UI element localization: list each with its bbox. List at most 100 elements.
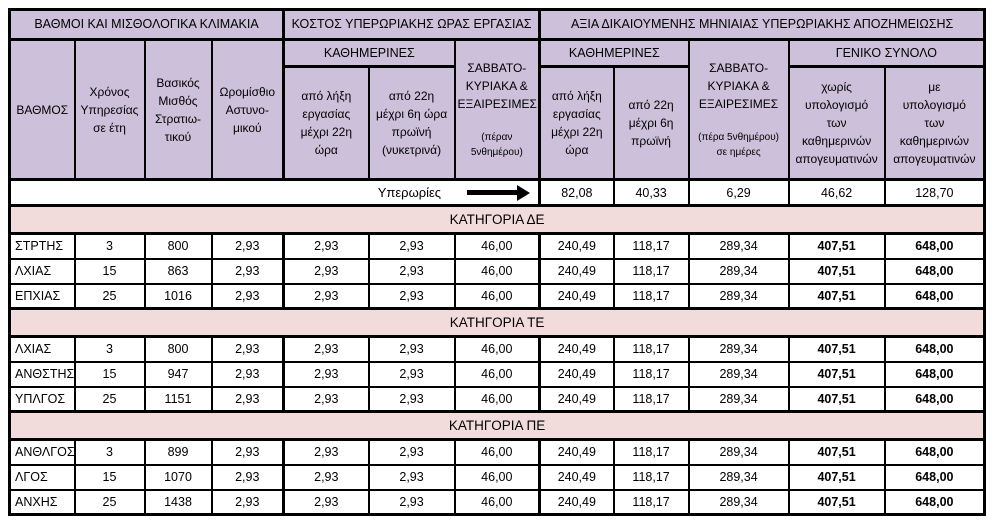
hourly-wage-cell: 2,93	[210, 488, 285, 516]
cost-night-cell: 2,93	[367, 335, 456, 363]
value-night-cell: 118,17	[612, 360, 690, 388]
total-without-cell: 407,51	[787, 438, 886, 466]
hourly-wage-cell: 2,93	[210, 282, 285, 310]
value-night-cell: 118,17	[612, 385, 690, 413]
overtime-value-total-with: 128,70	[883, 178, 987, 207]
value-evening-cell: 240,49	[538, 335, 615, 363]
cost-weekend-cell: 46,00	[453, 488, 541, 516]
table-row: ΑΝΘΛΓΟΣ 3 899 2,93 2,93 2,93 46,00 240,4…	[8, 438, 987, 466]
cost-night-cell: 2,93	[367, 438, 456, 466]
category-row-de: ΚΑΤΗΓΟΡΙΑ ΔΕ	[7, 204, 987, 235]
cost-night-cell: 2,93	[367, 232, 456, 260]
col-header-years: Χρόνος Υπηρεσίας σε έτη	[73, 38, 146, 181]
value-evening-cell: 240,49	[538, 257, 615, 285]
overtime-hours-row: Υπερωρίες 82,08 40,33 6,29 46,62 128,70	[7, 178, 987, 207]
table-row: ΣΤΡΤΗΣ 3 800 2,93 2,93 2,93 46,00 240,49…	[8, 232, 987, 260]
subheader-grand-total: ΓΕΝΙΚΟ ΣΥΝΟΛΟ	[787, 38, 987, 68]
years-cell: 15	[73, 463, 146, 491]
section-title-hour-cost: ΚΟΣΤΟΣ ΥΠΕΡΩΡΙΑΚΗΣ ΩΡΑΣ ΕΡΓΑΣΙΑΣ	[282, 8, 541, 41]
years-cell: 15	[73, 257, 146, 285]
total-with-cell: 648,00	[883, 232, 987, 260]
col-header-cost-evening: από λήξη εργασίας μέχρι 22η ώρα	[282, 65, 370, 181]
value-night-cell: 118,17	[612, 438, 690, 466]
col-header-hourly-wage: Ωρομίσθιο Αστυνο- μικού	[210, 38, 285, 181]
basic-salary-cell: 899	[143, 438, 213, 466]
total-with-cell: 648,00	[883, 335, 987, 363]
col-header-value-evening: από λήξη εργασίας μέχρι 22η ώρα	[538, 65, 615, 181]
hourly-wage-cell: 2,93	[210, 463, 285, 491]
years-cell: 25	[73, 282, 146, 310]
value-night-cell: 118,17	[612, 282, 690, 310]
cost-night-cell: 2,93	[367, 360, 456, 388]
cost-weekend-cell: 46,00	[453, 438, 541, 466]
value-night-cell: 118,17	[612, 488, 690, 516]
cost-evening-cell: 2,93	[282, 232, 370, 260]
years-cell: 25	[73, 385, 146, 413]
value-evening-cell: 240,49	[538, 360, 615, 388]
value-weekend-cell: 289,34	[687, 232, 790, 260]
total-with-cell: 648,00	[883, 360, 987, 388]
cost-weekend-cell: 46,00	[453, 282, 541, 310]
basic-salary-cell: 1151	[143, 385, 213, 413]
col-header-rank: ΒΑΘΜΟΣ	[8, 38, 76, 181]
hourly-wage-cell: 2,93	[210, 335, 285, 363]
arrow-right-icon	[467, 184, 531, 201]
rank-cell: ΣΤΡΤΗΣ	[8, 232, 76, 260]
cost-weekend-sub-label: (πέραν 5νθημέρου)	[470, 132, 523, 158]
total-without-cell: 407,51	[787, 488, 886, 516]
total-without-cell: 407,51	[787, 257, 886, 285]
rank-cell: ΑΝΧΗΣ	[8, 488, 76, 516]
rank-cell: ΛΧΙΑΣ	[8, 335, 76, 363]
cost-evening-cell: 2,93	[282, 335, 370, 363]
table-row: ΛΓΟΣ 15 1070 2,93 2,93 2,93 46,00 240,49…	[8, 463, 987, 491]
col-header-value-weekend: ΣΑΒΒΑΤΟ- ΚΥΡΙΑΚΑ & ΕΞΑΙΡΕΣΙΜΕΣ (πέρα 5νθ…	[687, 38, 790, 181]
cost-night-cell: 2,93	[367, 257, 456, 285]
table-row: ΕΠΧΙΑΣ 25 1016 2,93 2,93 2,93 46,00 240,…	[8, 282, 987, 310]
value-evening-cell: 240,49	[538, 488, 615, 516]
value-weekend-cell: 289,34	[687, 438, 790, 466]
cost-evening-cell: 2,93	[282, 360, 370, 388]
cost-evening-cell: 2,93	[282, 438, 370, 466]
overtime-value-total-without: 46,62	[787, 178, 886, 207]
value-night-cell: 118,17	[612, 257, 690, 285]
cost-night-cell: 2,93	[367, 282, 456, 310]
value-weekend-cell: 289,34	[687, 257, 790, 285]
overtime-value-night: 40,33	[612, 178, 690, 207]
overtime-compensation-table: ΒΑΘΜΟΙ ΚΑΙ ΜΙΣΘΟΛΟΓΙΚΑ ΚΛΙΜΑΚΙΑ ΚΟΣΤΟΣ Υ…	[7, 8, 987, 516]
cost-night-cell: 2,93	[367, 385, 456, 413]
value-night-cell: 118,17	[612, 463, 690, 491]
value-weekend-cell: 289,34	[687, 463, 790, 491]
hourly-wage-cell: 2,93	[210, 360, 285, 388]
basic-salary-cell: 1016	[143, 282, 213, 310]
col-header-cost-weekend: ΣΑΒΒΑΤΟ- ΚΥΡΙΑΚΑ & ΕΞΑΙΡΕΣΙΜΕΣ (πέραν 5ν…	[453, 38, 541, 181]
total-without-cell: 407,51	[787, 463, 886, 491]
overtime-value-evening: 82,08	[538, 178, 615, 207]
hourly-wage-cell: 2,93	[210, 257, 285, 285]
cost-weekend-main-label: ΣΑΒΒΑΤΟ- ΚΥΡΙΑΚΑ & ΕΞΑΙΡΕΣΙΜΕΣ	[457, 61, 537, 111]
total-with-cell: 648,00	[883, 257, 987, 285]
total-with-cell: 648,00	[883, 463, 987, 491]
cost-weekend-cell: 46,00	[453, 360, 541, 388]
cost-weekend-cell: 46,00	[453, 385, 541, 413]
basic-salary-cell: 1438	[143, 488, 213, 516]
value-night-cell: 118,17	[612, 232, 690, 260]
hourly-wage-cell: 2,93	[210, 385, 285, 413]
cost-weekend-cell: 46,00	[453, 463, 541, 491]
hourly-wage-cell: 2,93	[210, 438, 285, 466]
basic-salary-cell: 1070	[143, 463, 213, 491]
table-row: ΥΠΛΓΟΣ 25 1151 2,93 2,93 2,93 46,00 240,…	[8, 385, 987, 413]
subheader-cost-weekdays: ΚΑΘΗΜΕΡΙΝΕΣ	[282, 38, 456, 68]
years-cell: 3	[73, 438, 146, 466]
cost-evening-cell: 2,93	[282, 257, 370, 285]
years-cell: 25	[73, 488, 146, 516]
total-without-cell: 407,51	[787, 385, 886, 413]
overtime-label: Υπερωρίες	[377, 185, 442, 200]
cost-night-cell: 2,93	[367, 488, 456, 516]
table-row: ΑΝΧΗΣ 25 1438 2,93 2,93 2,93 46,00 240,4…	[8, 488, 987, 516]
total-without-cell: 407,51	[787, 232, 886, 260]
value-weekend-cell: 289,34	[687, 488, 790, 516]
basic-salary-cell: 863	[143, 257, 213, 285]
total-with-cell: 648,00	[883, 385, 987, 413]
cost-evening-cell: 2,93	[282, 282, 370, 310]
